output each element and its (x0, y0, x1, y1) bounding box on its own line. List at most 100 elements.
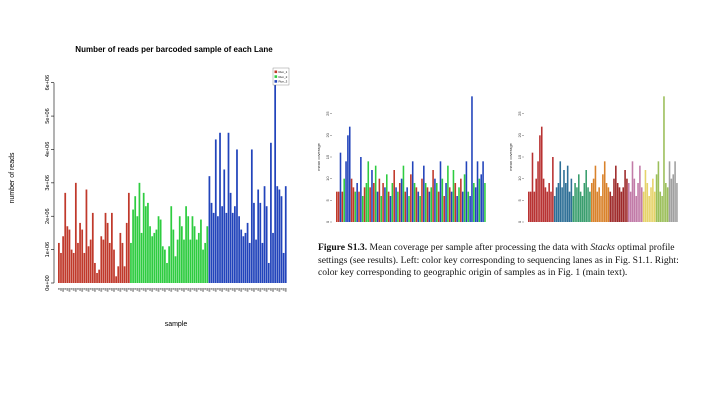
bar (111, 212, 113, 283)
bar (166, 262, 168, 283)
bar (345, 161, 347, 222)
bar (178, 216, 181, 283)
bar (350, 178, 353, 222)
x-tick-label (149, 288, 151, 291)
x-tick-label (240, 288, 243, 292)
x-tick-label (187, 288, 190, 291)
bar (157, 216, 160, 283)
x-tick-label (246, 288, 249, 292)
bar (161, 246, 164, 283)
x-tick-label (259, 288, 262, 292)
bar (130, 242, 132, 283)
bar (408, 196, 410, 222)
bar (172, 229, 175, 283)
bar (225, 212, 228, 283)
bar (561, 187, 563, 222)
bar (482, 161, 484, 222)
x-tick-label (89, 288, 92, 290)
y-tick-label: 5 (517, 198, 522, 201)
bar (280, 196, 283, 283)
bar (589, 191, 591, 222)
bar (384, 187, 386, 222)
x-tick-label (91, 288, 94, 291)
bar (544, 187, 547, 222)
x-tick-label (250, 288, 253, 291)
bar (585, 170, 587, 222)
bar (666, 187, 669, 222)
bar (474, 187, 477, 222)
bar (204, 242, 207, 283)
bar (676, 183, 678, 222)
x-tick-label (202, 288, 204, 292)
bar (540, 126, 543, 222)
bar (635, 196, 637, 222)
x-tick-label (87, 288, 90, 292)
figure-caption: Figure S1.3. Mean coverage per sample af… (318, 242, 698, 280)
y-tick-label: 10 (517, 176, 522, 181)
x-tick-label (108, 288, 111, 290)
bar (624, 170, 626, 222)
bar (382, 183, 384, 222)
bar (83, 252, 86, 283)
bar (443, 196, 445, 222)
bar (633, 178, 636, 222)
bar (62, 236, 64, 283)
bar (168, 246, 170, 283)
bar (616, 183, 619, 222)
bar (371, 170, 373, 222)
bar (626, 178, 628, 222)
bar (397, 191, 399, 222)
bar (265, 206, 268, 283)
x-tick-label (81, 288, 84, 292)
bar (360, 157, 362, 222)
bar (668, 161, 671, 222)
x-tick-label (214, 288, 217, 292)
bar (398, 183, 401, 222)
bar (432, 170, 434, 222)
bar (246, 222, 249, 283)
bar (176, 239, 179, 283)
bar (402, 165, 405, 222)
bar (248, 242, 251, 283)
x-tick-label (183, 288, 185, 292)
bar (550, 191, 552, 222)
bar (339, 152, 342, 222)
bar (147, 202, 149, 283)
bar (596, 191, 599, 222)
bar (454, 183, 457, 222)
bar (240, 229, 243, 283)
bar (113, 249, 115, 283)
bar (284, 186, 287, 283)
bar (267, 262, 270, 283)
bar (555, 187, 558, 222)
bar (274, 69, 277, 283)
figure-label: Figure S1.3. (318, 242, 368, 253)
bar (640, 187, 643, 222)
bar (352, 187, 355, 222)
x-tick-label (231, 288, 234, 291)
x-tick-label (278, 288, 281, 292)
bar (458, 187, 460, 222)
bar (576, 187, 578, 222)
bar (406, 187, 408, 222)
bar (236, 149, 238, 283)
bar (74, 182, 77, 283)
y-tick-label: 20 (325, 132, 330, 137)
bar (380, 196, 383, 222)
bar (652, 178, 654, 222)
bar (611, 196, 613, 222)
bar (214, 139, 217, 283)
x-tick-label (115, 288, 117, 290)
x-tick-label (200, 288, 202, 291)
bar (238, 216, 240, 283)
bar (219, 132, 221, 283)
bar (343, 178, 345, 222)
bar (164, 249, 166, 283)
bar (136, 216, 139, 283)
bar (386, 174, 388, 222)
bar (450, 191, 453, 222)
x-tick-label (157, 288, 160, 292)
y-tick-label: 6e+06 (45, 75, 51, 90)
x-tick-label (77, 288, 79, 290)
bar (206, 226, 209, 283)
